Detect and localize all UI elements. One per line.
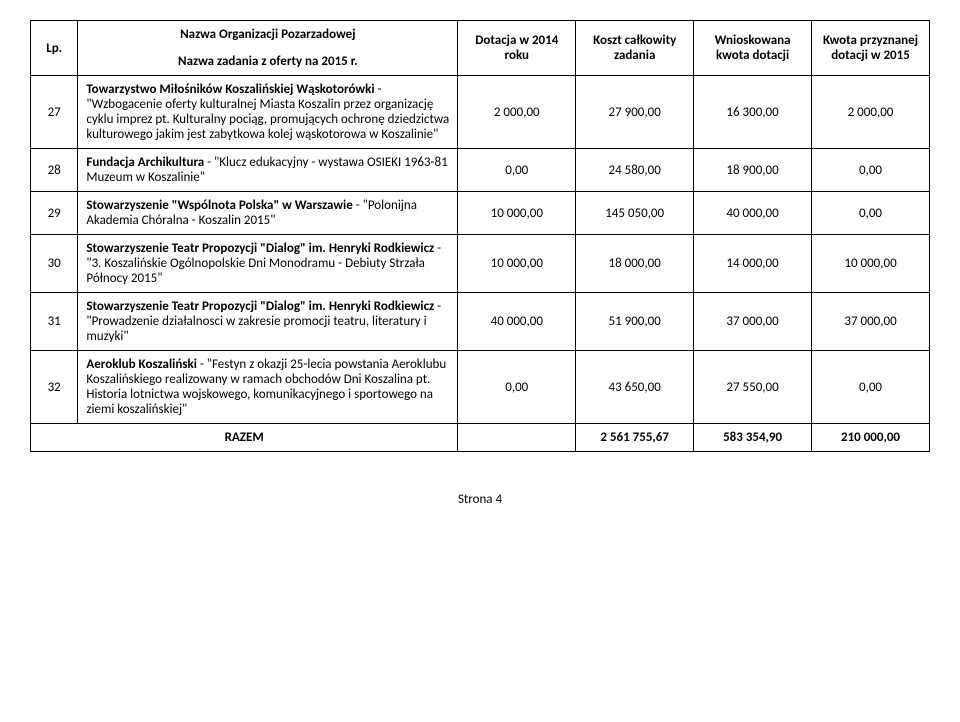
value-cell: 24 580,00: [576, 149, 694, 192]
value-cell: 18 900,00: [694, 149, 812, 192]
header-row-1: Lp. Nazwa Organizacji Pozarzadowej Dotac…: [31, 21, 930, 49]
row-description: Stowarzyszenie "Wspólnota Polska" w Wars…: [78, 192, 458, 235]
org-name: Stowarzyszenie "Wspólnota Polska" w Wars…: [86, 198, 352, 213]
table-row: 27 Towarzystwo Miłośników Koszalińskiej W…: [31, 76, 930, 149]
header-nazwa-zad: Nazwa zadania z oferty na 2015 r.: [78, 48, 458, 76]
value-cell: 40 000,00: [694, 192, 812, 235]
header-lp: Lp.: [31, 21, 78, 76]
row-number: 28: [31, 149, 78, 192]
header-dotacja-2014: Dotacja w 2014 roku: [458, 21, 576, 76]
row-description: Towarzystwo Miłośników Koszalińskiej Wąs…: [78, 76, 458, 149]
org-name: Fundacja Archikultura: [86, 155, 204, 170]
page-footer: Strona 4: [30, 492, 930, 507]
value-cell: 16 300,00: [694, 76, 812, 149]
row-number: 31: [31, 293, 78, 351]
value-cell: 51 900,00: [576, 293, 694, 351]
value-cell: 40 000,00: [458, 293, 576, 351]
row-number: 32: [31, 351, 78, 424]
row-number: 29: [31, 192, 78, 235]
row-description: Aeroklub Koszaliński - "Festyn z okazji …: [78, 351, 458, 424]
value-cell: 145 050,00: [576, 192, 694, 235]
row-description: Stowarzyszenie Teatr Propozycji "Dialog"…: [78, 235, 458, 293]
value-cell: 18 000,00: [576, 235, 694, 293]
value-cell: 10 000,00: [458, 235, 576, 293]
totals-v1: [458, 424, 576, 452]
header-wnioskowana: Wnioskowana kwota dotacji: [694, 21, 812, 76]
totals-row: RAZEM 2 561 755,67 583 354,90 210 000,00: [31, 424, 930, 452]
totals-v3: 583 354,90: [694, 424, 812, 452]
org-name: Aeroklub Koszaliński: [86, 357, 197, 372]
table-row: 28Fundacja Archikultura - "Klucz edukacy…: [31, 149, 930, 192]
org-name: Towarzystwo Miłośników Koszalińskiej Wąs…: [86, 82, 374, 97]
header-koszt-calk: Koszt całkowity zadania: [576, 21, 694, 76]
value-cell: 0,00: [812, 192, 930, 235]
org-name: Stowarzyszenie Teatr Propozycji "Dialog"…: [86, 299, 434, 314]
value-cell: 14 000,00: [694, 235, 812, 293]
row-number: 27: [31, 76, 78, 149]
totals-v4: 210 000,00: [812, 424, 930, 452]
org-name: Stowarzyszenie Teatr Propozycji "Dialog"…: [86, 241, 434, 256]
table-row: 32Aeroklub Koszaliński - "Festyn z okazj…: [31, 351, 930, 424]
value-cell: 2 000,00: [458, 76, 576, 149]
value-cell: 0,00: [812, 351, 930, 424]
row-number: 30: [31, 235, 78, 293]
value-cell: 0,00: [458, 149, 576, 192]
value-cell: 43 650,00: [576, 351, 694, 424]
value-cell: 10 000,00: [812, 235, 930, 293]
value-cell: 0,00: [458, 351, 576, 424]
header-kwota-przyzn: Kwota przyznanej dotacji w 2015: [812, 21, 930, 76]
value-cell: 27 550,00: [694, 351, 812, 424]
value-cell: 0,00: [812, 149, 930, 192]
value-cell: 37 000,00: [694, 293, 812, 351]
totals-label: RAZEM: [31, 424, 458, 452]
value-cell: 2 000,00: [812, 76, 930, 149]
grants-table: Lp. Nazwa Organizacji Pozarzadowej Dotac…: [30, 20, 930, 452]
totals-v2: 2 561 755,67: [576, 424, 694, 452]
value-cell: 27 900,00: [576, 76, 694, 149]
row-description: Stowarzyszenie Teatr Propozycji "Dialog"…: [78, 293, 458, 351]
table-row: 30 Stowarzyszenie Teatr Propozycji "Dialo…: [31, 235, 930, 293]
table-row: 31 Stowarzyszenie Teatr Propozycji "Dialo…: [31, 293, 930, 351]
value-cell: 37 000,00: [812, 293, 930, 351]
table-row: 29 Stowarzyszenie "Wspólnota Polska" w Wa…: [31, 192, 930, 235]
header-nazwa-org: Nazwa Organizacji Pozarzadowej: [78, 21, 458, 49]
value-cell: 10 000,00: [458, 192, 576, 235]
row-description: Fundacja Archikultura - "Klucz edukacyjn…: [78, 149, 458, 192]
